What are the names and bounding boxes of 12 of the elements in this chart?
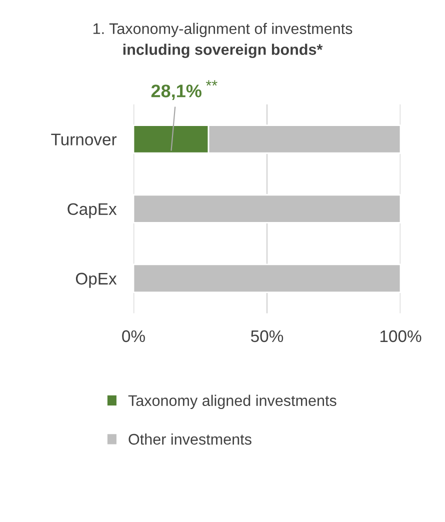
legend-label: Taxonomy aligned investments (128, 394, 336, 410)
y-tick-label: OpEx (76, 272, 117, 288)
chart-subtitle: including sovereign bonds* (123, 44, 323, 58)
data-label: 28,1% (151, 84, 202, 100)
legend-label: Other investments (128, 433, 252, 445)
x-tick-label: 100% (380, 330, 422, 342)
y-tick-label: CapEx (68, 203, 117, 218)
chart-title: 1. Taxonomy-alignment of investments (93, 22, 352, 38)
x-tick-label: 0% (122, 330, 145, 342)
text: ** (206, 80, 218, 86)
y-tick-label: Turnover (51, 134, 117, 146)
x-tick-label: 50% (250, 330, 284, 342)
